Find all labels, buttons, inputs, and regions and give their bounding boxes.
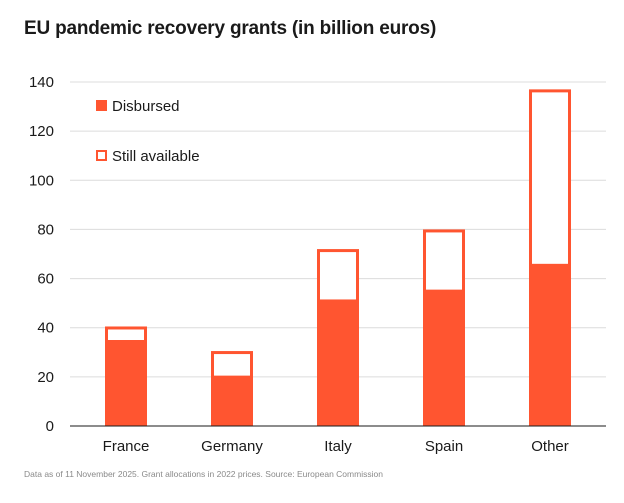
x-tick-label: Other: [531, 438, 569, 455]
legend-disbursed-swatch: [96, 100, 107, 111]
bar-disbursed: [529, 263, 571, 426]
x-axis-ticks: France Germany Italy Spain Other: [103, 438, 569, 455]
y-axis-ticks: 0 20 40 60 80 100 120 140: [29, 74, 54, 435]
y-tick-label: 0: [46, 418, 54, 435]
legend-still-available-label: Still available: [112, 148, 200, 165]
bar-disbursed: [105, 340, 147, 426]
legend: Disbursed Still available: [96, 98, 200, 165]
x-tick-label: Italy: [324, 438, 352, 455]
bar-disbursed: [423, 289, 465, 426]
y-tick-label: 100: [29, 172, 54, 189]
y-tick-label: 120: [29, 123, 54, 140]
legend-still-available-swatch: [96, 150, 107, 161]
y-tick-label: 20: [37, 369, 54, 386]
bars: [105, 89, 571, 426]
y-tick-label: 140: [29, 74, 54, 91]
y-tick-label: 60: [37, 271, 54, 288]
y-tick-label: 40: [37, 320, 54, 337]
x-tick-label: Germany: [201, 438, 263, 455]
bar-disbursed: [211, 375, 253, 426]
legend-disbursed-label: Disbursed: [112, 98, 180, 115]
x-tick-label: France: [103, 438, 150, 455]
x-tick-label: Spain: [425, 438, 463, 455]
bar-disbursed: [317, 299, 359, 426]
y-tick-label: 80: [37, 221, 54, 238]
chart-title: EU pandemic recovery grants (in billion …: [24, 18, 437, 39]
source-note: Data as of 11 November 2025. Grant alloc…: [24, 469, 383, 479]
